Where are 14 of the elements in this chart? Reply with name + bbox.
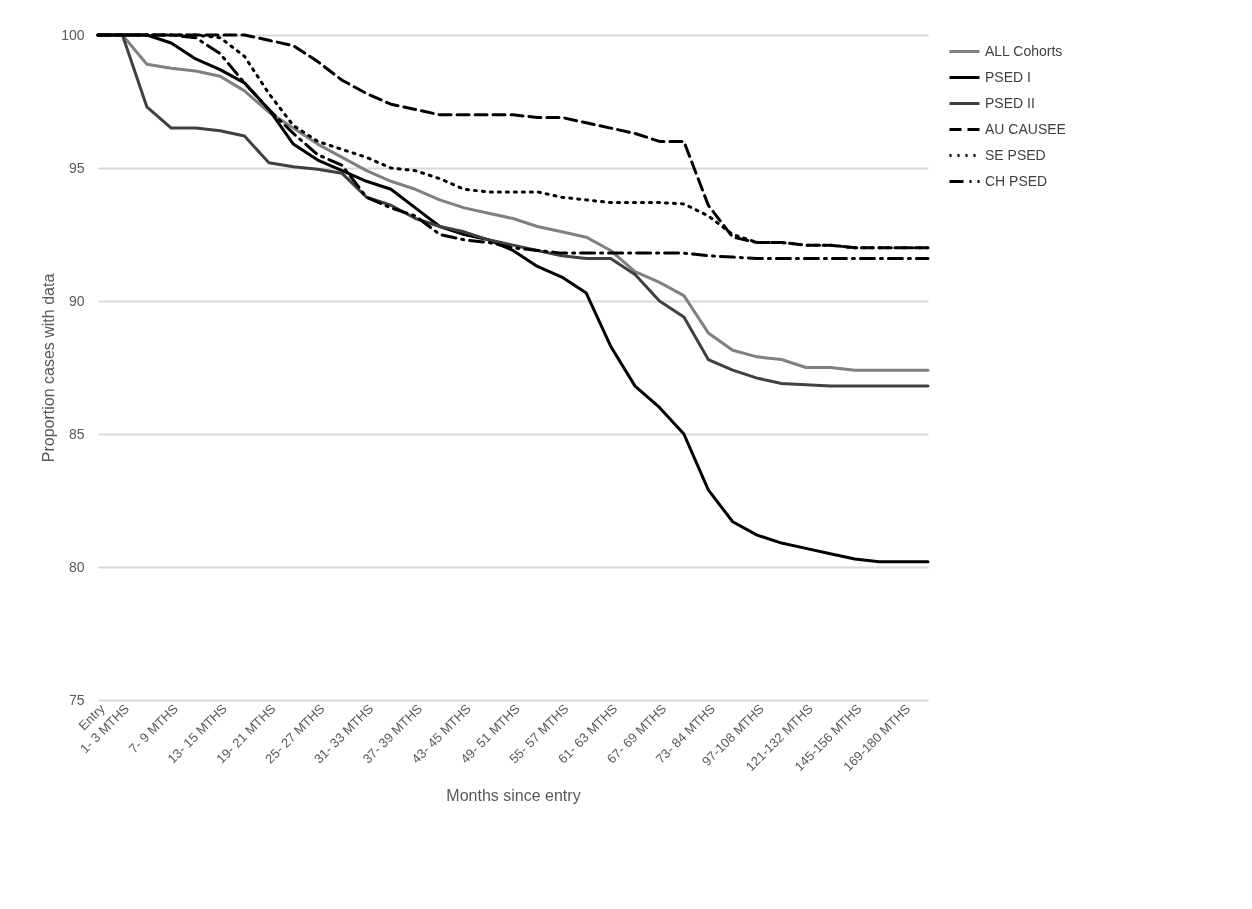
y-tick-label: 80 [68, 558, 85, 575]
y-tick-label: 90 [68, 292, 85, 309]
legend-label: CH PSED [985, 172, 1048, 189]
y-tick-label: 95 [68, 159, 85, 176]
legend-label: ALL Cohorts [985, 42, 1063, 59]
y-tick-label: 85 [68, 425, 85, 442]
legend-label: SE PSED [985, 146, 1046, 163]
x-axis-title: Months since entry [446, 787, 581, 805]
y-tick-label: 100 [61, 26, 85, 43]
legend-label: AU CAUSEE [985, 120, 1066, 137]
y-axis-title: Proportion cases with data [40, 273, 58, 463]
y-tick-label: 75 [68, 691, 85, 708]
legend-label: PSED I [985, 68, 1031, 85]
legend-label: PSED II [985, 94, 1035, 111]
